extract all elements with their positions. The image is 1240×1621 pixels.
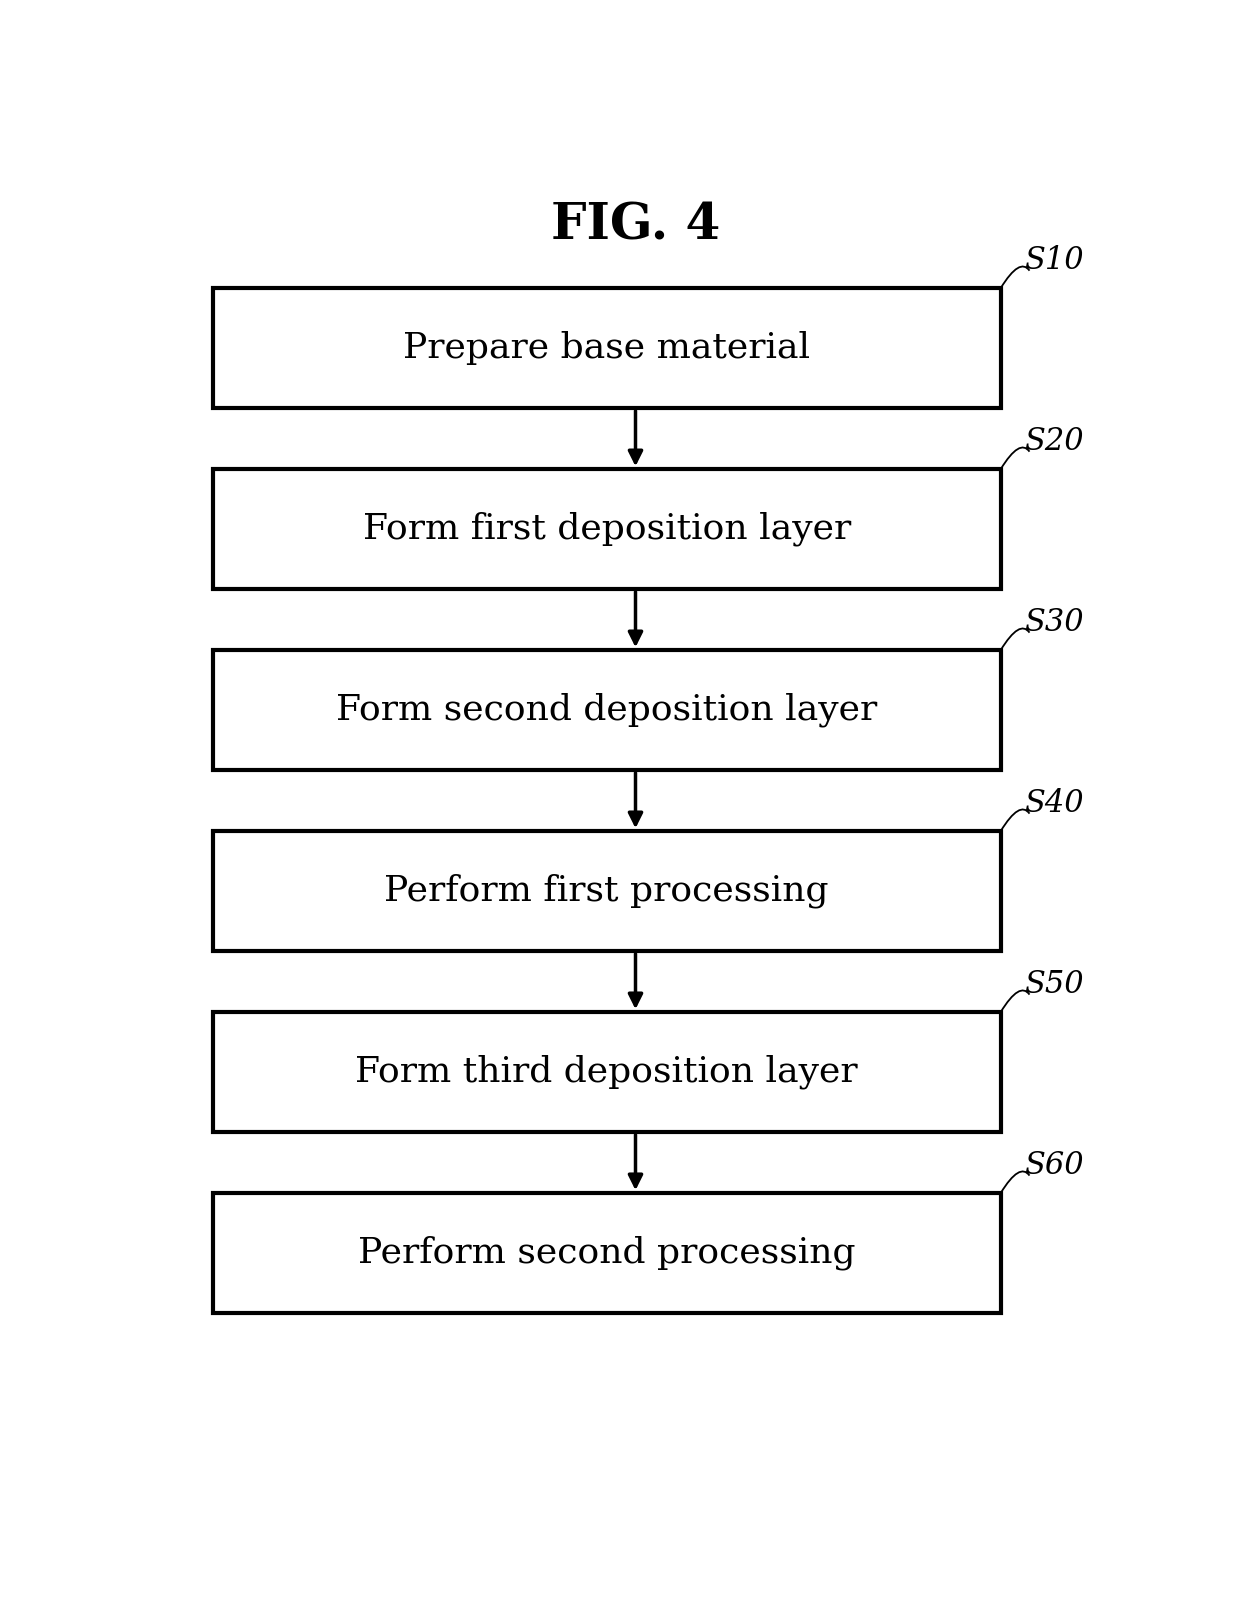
Text: Form second deposition layer: Form second deposition layer [336, 692, 877, 728]
Text: S60: S60 [1024, 1149, 1084, 1182]
Bar [213, 1193, 1001, 1313]
Text: FIG. 4: FIG. 4 [551, 201, 720, 250]
Text: Prepare base material: Prepare base material [403, 331, 810, 365]
Bar [213, 468, 1001, 588]
Text: S40: S40 [1024, 788, 1084, 819]
Bar [213, 832, 1001, 952]
Text: Perform second processing: Perform second processing [358, 1235, 856, 1271]
Text: S20: S20 [1024, 426, 1084, 457]
Text: Form third deposition layer: Form third deposition layer [356, 1055, 858, 1089]
Bar [213, 650, 1001, 770]
Text: Form first deposition layer: Form first deposition layer [362, 512, 851, 546]
Text: S50: S50 [1024, 969, 1084, 1000]
Bar [213, 289, 1001, 408]
Text: S30: S30 [1024, 608, 1084, 639]
Bar [213, 1012, 1001, 1131]
Text: S10: S10 [1024, 245, 1084, 276]
Text: Perform first processing: Perform first processing [384, 874, 828, 908]
